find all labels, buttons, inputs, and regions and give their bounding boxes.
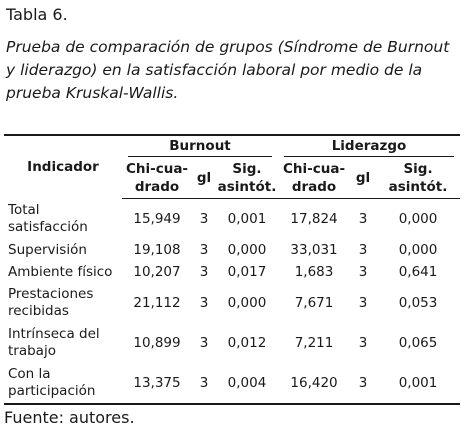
group-header-burnout: Burnout: [122, 134, 279, 158]
df-cell-burnout: 3: [199, 334, 209, 351]
chi-square-header-liderazgo: Chi-cua-drado: [278, 158, 351, 199]
sig-cell-burnout: 0,004: [216, 363, 279, 405]
df-cell-liderazgo: 3: [358, 263, 368, 280]
sig-cell-liderazgo: 0,065: [398, 334, 438, 351]
sig-cell-burnout: 0,000: [227, 294, 267, 311]
chi-square-cell-burnout: 10,899: [133, 334, 181, 351]
row-indicator: Total satisfacción: [8, 201, 88, 235]
table-body: Total satisfacción 15,949 3 0,001 17,824 3 0,00…: [4, 199, 461, 405]
table-caption: Prueba de comparación de grupos (Síndrom…: [6, 38, 450, 102]
chi-square-header-burnout: Chi-cua-drado: [122, 158, 192, 199]
results-table: Indicador Burnout Liderazgo Chi-cua-drad…: [4, 134, 461, 405]
chi-square-cell-burnout: 19,108: [133, 241, 181, 258]
df-cell-liderazgo: 3: [358, 210, 368, 227]
df-cell-burnout: 3: [199, 263, 209, 280]
group-header-row: Indicador Burnout Liderazgo: [4, 134, 461, 199]
df-cell-liderazgo: 3: [358, 294, 368, 311]
chi-square-cell-liderazgo: 7,211: [294, 334, 334, 351]
row-indicator: Con la participación: [4, 363, 122, 405]
chi-square-cell-liderazgo: 16,420: [278, 363, 351, 405]
row-indicator: Supervisión: [8, 241, 87, 258]
table-row: Total satisfacción 15,949 3 0,001 17,824 3 0,00…: [4, 199, 460, 240]
chi-square-cell-liderazgo: 1,683: [294, 263, 334, 280]
sig-cell-burnout: 0,017: [227, 263, 267, 280]
chi-square-cell-burnout: 21,112: [133, 294, 181, 311]
table-row: Intrínseca del trabajo 10,899 3 0,012 7,211 3 0…: [4, 323, 460, 363]
chi-square-cell-burnout: 10,207: [133, 263, 181, 280]
row-indicator: Prestaciones recibidas: [8, 286, 94, 319]
sig-cell-liderazgo: 0,000: [398, 241, 438, 258]
sig-header-liderazgo: Sig. asintót.: [376, 158, 461, 199]
chi-square-cell-burnout: 15,949: [133, 210, 181, 227]
sig-cell-liderazgo: 0,000: [398, 210, 438, 227]
df-header-liderazgo: gl: [350, 158, 377, 199]
chi-square-cell-liderazgo: 17,824: [290, 210, 338, 227]
sig-cell-burnout: 0,012: [227, 334, 267, 351]
chi-square-cell-liderazgo: 7,671: [294, 294, 334, 311]
df-cell-liderazgo: 3: [358, 241, 368, 258]
df-header-burnout: gl: [192, 158, 216, 199]
df-cell-burnout: 3: [199, 210, 209, 227]
sig-cell-liderazgo: 0,001: [376, 363, 461, 405]
table-row: Con la participación 13,375 3 0,004 16,420 3 0,…: [4, 363, 461, 405]
sig-header-burnout: Sig. asintót.: [216, 158, 279, 199]
df-cell-liderazgo: 3: [350, 363, 377, 405]
table-row: Supervisión 19,108 3 0,000 33,031 3 0,000: [4, 239, 460, 261]
sub-header-row: Chi-cua-drado gl Sig. asintót. Chi-cua-drado…: [4, 158, 461, 199]
indicator-header: Indicador: [4, 134, 122, 199]
chi-square-cell-burnout: 13,375: [122, 363, 192, 405]
sig-cell-burnout: 0,000: [227, 241, 267, 258]
table-label: Tabla 6.: [6, 5, 68, 24]
source-note: Fuente: autores.: [4, 408, 135, 427]
table-row: Prestaciones recibidas 21,112 3 0,000 7,671 3 0…: [4, 283, 460, 323]
row-indicator: Ambiente físico: [8, 263, 113, 280]
df-cell-burnout: 3: [199, 294, 209, 311]
df-cell-liderazgo: 3: [358, 334, 368, 351]
group-header-liderazgo: Liderazgo: [278, 134, 461, 158]
row-indicator: Intrínseca del trabajo: [8, 326, 100, 359]
table-row: Ambiente físico 10,207 3 0,017 1,683 3 0,641: [4, 261, 460, 283]
sig-cell-burnout: 0,001: [227, 210, 267, 227]
chi-square-cell-liderazgo: 33,031: [290, 241, 338, 258]
df-cell-burnout: 3: [199, 241, 209, 258]
sig-cell-liderazgo: 0,053: [398, 294, 438, 311]
sig-cell-liderazgo: 0,641: [398, 263, 438, 280]
df-cell-burnout: 3: [192, 363, 216, 405]
